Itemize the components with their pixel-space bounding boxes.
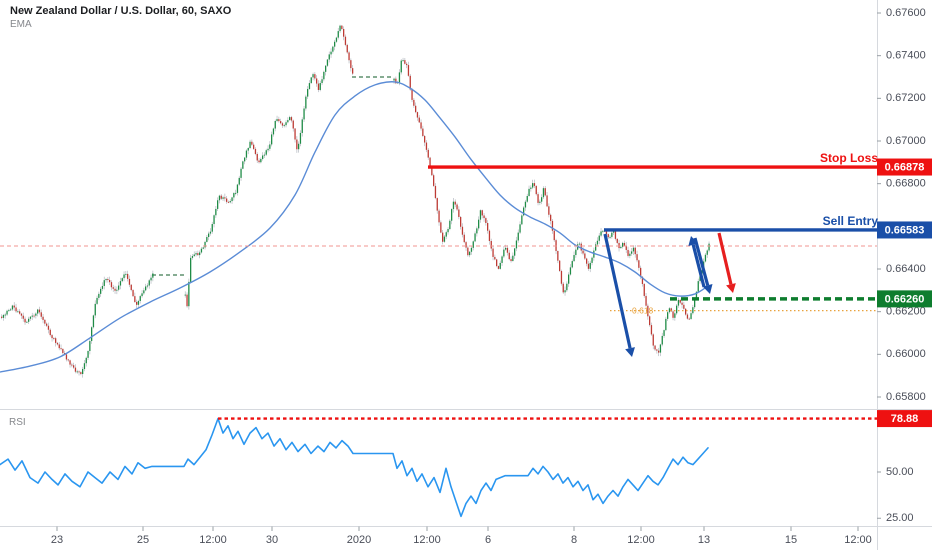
axis-tick-label: 25.00 — [886, 512, 914, 524]
svg-text:0.66878: 0.66878 — [885, 161, 925, 173]
axis-tick-label: 0.67600 — [886, 7, 926, 19]
time-tick-label: 8 — [571, 534, 577, 546]
rsi-overbought-badge[interactable]: 78.88 — [877, 410, 932, 428]
axis-tick-label: 0.66400 — [886, 263, 926, 275]
price-axis-background — [877, 0, 932, 550]
profit-target-price-badge[interactable]: 0.66260 — [877, 290, 932, 308]
ema-line[interactable] — [0, 81, 709, 373]
axis-tick-label: 50.00 — [886, 466, 914, 478]
arrow-head-icon — [726, 283, 736, 293]
svg-text:0.66583: 0.66583 — [885, 224, 925, 236]
axis-tick-label: 0.67400 — [886, 50, 926, 62]
time-tick-label: 12:00 — [844, 534, 872, 546]
gap-lines — [152, 76, 394, 276]
sell-entry-label[interactable]: Sell Entry — [822, 214, 878, 228]
time-tick-label: 12:00 — [199, 534, 227, 546]
stop-loss-price-badge[interactable]: 0.66878 — [877, 158, 932, 176]
time-tick-label: 12:00 — [413, 534, 441, 546]
time-tick-label: 15 — [785, 534, 797, 546]
axis-tick-label: 0.65800 — [886, 391, 926, 403]
sell-entry-price-badge[interactable]: 0.66583 — [877, 221, 932, 239]
axis-tick-label: 0.66800 — [886, 178, 926, 190]
trade-arrows[interactable] — [603, 232, 736, 357]
arrow-shaft — [603, 233, 632, 349]
time-axis[interactable]: 23 25 12:00 30 2020 12:00 6 8 12:00 13 15 12:00 — [51, 526, 872, 546]
axis-tick-label: 0.67000 — [886, 135, 926, 147]
axis-tick-label: 0.67200 — [886, 92, 926, 104]
arrow-head-icon — [625, 347, 635, 357]
arrow-shaft — [691, 244, 706, 288]
price-axis[interactable]: 0.67600 0.67400 0.67200 0.67000 0.66800 0.664… — [877, 7, 926, 524]
time-tick-label: 2020 — [347, 534, 371, 546]
time-tick-label: 30 — [266, 534, 278, 546]
time-tick-label: 12:00 — [627, 534, 655, 546]
symbol-title[interactable]: New Zealand Dollar / U.S. Dollar, 60, SA… — [10, 5, 232, 17]
arrow-shaft — [693, 237, 710, 286]
candles-layer — [1, 24, 710, 378]
time-tick-label: 13 — [698, 534, 710, 546]
rsi-line[interactable] — [0, 417, 709, 518]
time-tick-label: 25 — [137, 534, 149, 546]
svg-text:78.88: 78.88 — [891, 413, 919, 425]
arrow-head-icon — [702, 284, 713, 294]
arrow-shaft — [717, 232, 733, 285]
axis-tick-label: 0.66200 — [886, 306, 926, 318]
fib-0618-inline-label: 0.618 — [632, 306, 654, 316]
stop-loss-label[interactable]: Stop Loss — [819, 151, 878, 165]
time-tick-label: 23 — [51, 534, 63, 546]
svg-text:0.66260: 0.66260 — [885, 293, 925, 305]
axis-tick-label: 0.66000 — [886, 348, 926, 360]
rsi-indicator-label[interactable]: RSI — [9, 417, 26, 428]
time-tick-label: 6 — [485, 534, 491, 546]
ema-indicator-label[interactable]: EMA — [10, 19, 32, 30]
